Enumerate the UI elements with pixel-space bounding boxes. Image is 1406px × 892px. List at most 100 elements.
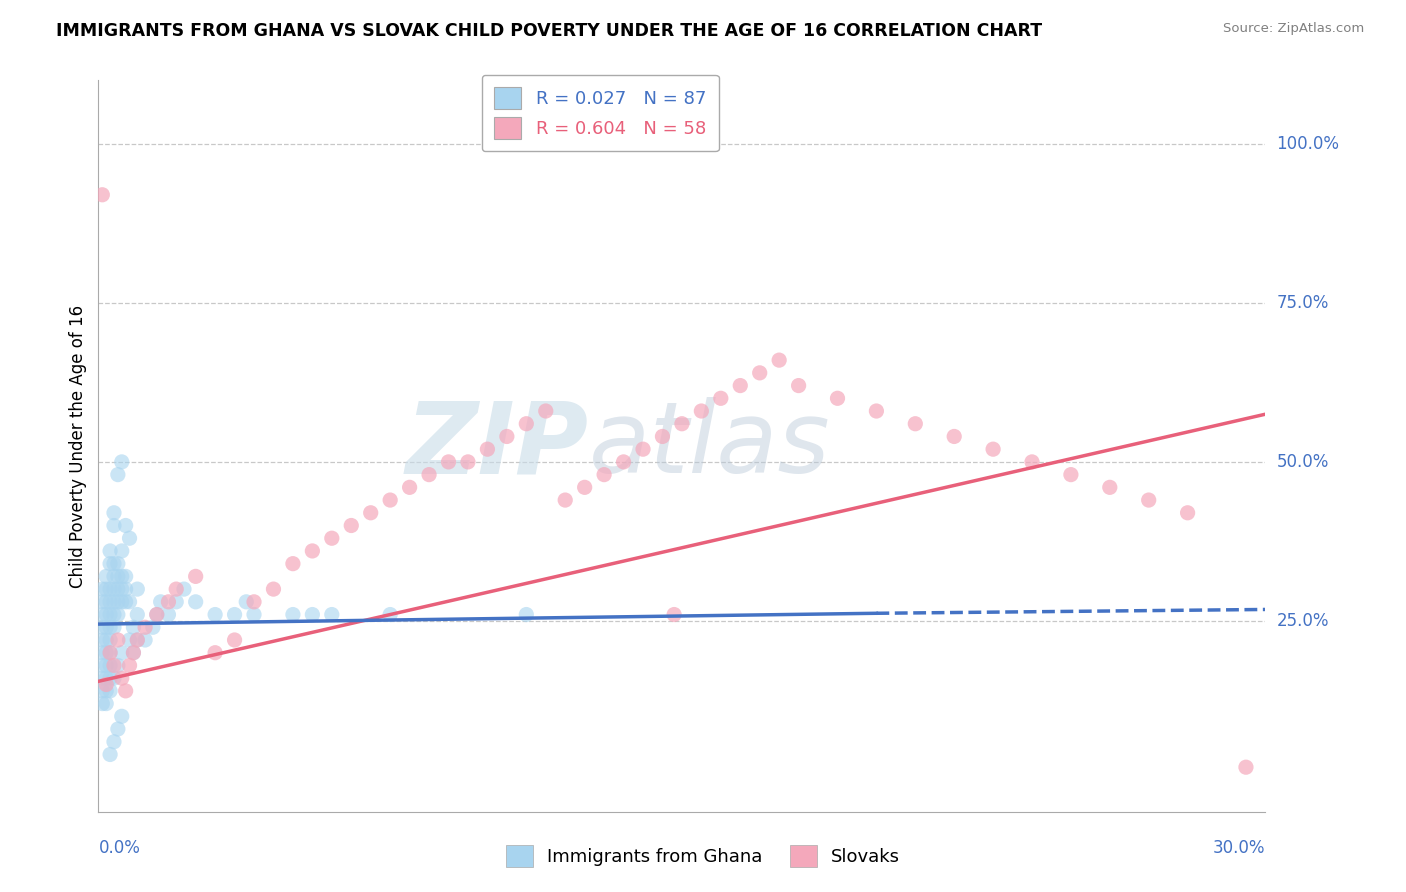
Point	[671, 417, 693, 431]
Point	[96, 671, 118, 685]
Point	[111, 646, 134, 660]
Point	[107, 595, 129, 609]
Point	[122, 646, 145, 660]
Point	[184, 569, 207, 583]
Point	[98, 646, 121, 660]
Point	[184, 595, 207, 609]
Point	[165, 595, 187, 609]
Point	[114, 569, 136, 583]
Point	[593, 467, 616, 482]
Point	[96, 632, 118, 647]
Point	[96, 646, 118, 660]
Point	[96, 620, 118, 634]
Point	[398, 480, 420, 494]
Point	[235, 595, 257, 609]
Point	[98, 595, 121, 609]
Point	[224, 632, 246, 647]
Point	[613, 455, 636, 469]
Point	[98, 557, 121, 571]
Point	[114, 582, 136, 596]
Point	[91, 684, 114, 698]
Point	[157, 607, 180, 622]
Point	[103, 557, 125, 571]
Point	[865, 404, 887, 418]
Point	[107, 582, 129, 596]
Point	[111, 544, 134, 558]
Point	[96, 677, 118, 691]
Point	[111, 595, 134, 609]
Point	[477, 442, 499, 457]
Point	[122, 620, 145, 634]
Point	[111, 582, 134, 596]
Point	[496, 429, 519, 443]
Point	[127, 632, 149, 647]
Point	[301, 607, 323, 622]
Point	[114, 518, 136, 533]
Point	[107, 607, 129, 622]
Point	[981, 442, 1004, 457]
Point	[96, 607, 118, 622]
Point	[662, 607, 685, 622]
Point	[96, 582, 118, 596]
Text: ZIP: ZIP	[405, 398, 589, 494]
Text: 0.0%: 0.0%	[98, 839, 141, 857]
Point	[111, 709, 134, 723]
Point	[103, 658, 125, 673]
Point	[827, 392, 849, 406]
Point	[418, 467, 440, 482]
Point	[301, 544, 323, 558]
Point	[103, 671, 125, 685]
Point	[262, 582, 284, 596]
Point	[149, 595, 172, 609]
Point	[103, 595, 125, 609]
Legend: Immigrants from Ghana, Slovaks: Immigrants from Ghana, Slovaks	[499, 838, 907, 874]
Point	[91, 697, 114, 711]
Point	[103, 569, 125, 583]
Point	[165, 582, 187, 596]
Point	[103, 620, 125, 634]
Point	[380, 607, 402, 622]
Point	[98, 684, 121, 698]
Point	[554, 493, 576, 508]
Point	[118, 595, 141, 609]
Point	[91, 658, 114, 673]
Point	[107, 658, 129, 673]
Point	[98, 646, 121, 660]
Point	[103, 735, 125, 749]
Point	[107, 632, 129, 647]
Point	[98, 582, 121, 596]
Point	[98, 620, 121, 634]
Point	[146, 607, 169, 622]
Point	[127, 582, 149, 596]
Point	[114, 684, 136, 698]
Point	[173, 582, 195, 596]
Point	[127, 607, 149, 622]
Point	[96, 658, 118, 673]
Point	[91, 187, 114, 202]
Text: 25.0%: 25.0%	[1277, 612, 1329, 630]
Legend: R = 0.027   N = 87, R = 0.604   N = 58: R = 0.027 N = 87, R = 0.604 N = 58	[482, 75, 718, 152]
Point	[96, 595, 118, 609]
Text: 100.0%: 100.0%	[1277, 135, 1340, 153]
Point	[118, 531, 141, 545]
Point	[98, 632, 121, 647]
Text: 30.0%: 30.0%	[1213, 839, 1265, 857]
Point	[111, 569, 134, 583]
Point	[437, 455, 460, 469]
Point	[91, 582, 114, 596]
Point	[103, 607, 125, 622]
Point	[98, 671, 121, 685]
Point	[107, 467, 129, 482]
Text: IMMIGRANTS FROM GHANA VS SLOVAK CHILD POVERTY UNDER THE AGE OF 16 CORRELATION CH: IMMIGRANTS FROM GHANA VS SLOVAK CHILD PO…	[56, 22, 1042, 40]
Text: 50.0%: 50.0%	[1277, 453, 1329, 471]
Point	[787, 378, 810, 392]
Point	[134, 620, 156, 634]
Point	[748, 366, 770, 380]
Point	[91, 595, 114, 609]
Point	[690, 404, 713, 418]
Point	[142, 620, 165, 634]
Point	[122, 646, 145, 660]
Point	[515, 607, 537, 622]
Point	[321, 531, 343, 545]
Point	[114, 595, 136, 609]
